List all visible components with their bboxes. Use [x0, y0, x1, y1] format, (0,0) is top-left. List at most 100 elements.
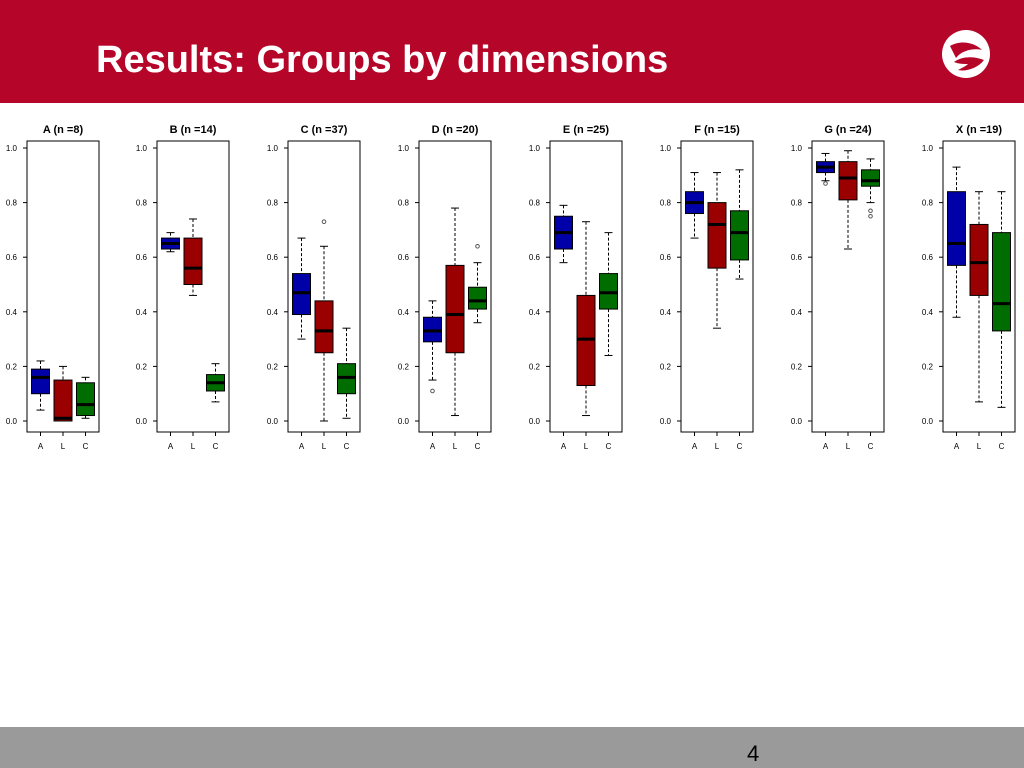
box-a	[947, 191, 966, 266]
y-tick-label: 0.0	[922, 417, 934, 426]
y-tick-label: 1.0	[529, 144, 541, 153]
box-l	[707, 202, 727, 269]
x-tick-label: C	[737, 442, 743, 451]
y-tick-label: 0.6	[791, 253, 803, 262]
y-tick-label: 0.8	[267, 199, 279, 208]
y-tick-label: 0.0	[136, 417, 148, 426]
y-tick-label: 0.2	[791, 362, 803, 371]
y-tick-label: 0.6	[922, 253, 934, 262]
x-tick-label: L	[191, 442, 196, 451]
outlier-point	[868, 208, 873, 214]
panel-title: X (n =19)	[956, 124, 1002, 136]
y-tick-label: 0.0	[398, 417, 410, 426]
logo-icon	[942, 30, 990, 78]
y-tick-label: 0.4	[660, 308, 672, 317]
box-c	[992, 232, 1011, 332]
y-tick-label: 0.2	[398, 362, 410, 371]
panel-title: B (n =14)	[170, 124, 217, 136]
y-tick-label: 1.0	[660, 144, 672, 153]
x-tick-label: C	[475, 442, 481, 451]
y-tick-label: 0.2	[6, 362, 18, 371]
y-tick-label: 1.0	[6, 144, 18, 153]
y-tick-label: 0.6	[267, 253, 279, 262]
y-tick-label: 0.8	[660, 199, 672, 208]
y-tick-label: 0.8	[529, 199, 541, 208]
x-tick-label: L	[453, 442, 458, 451]
y-tick-label: 0.4	[136, 308, 148, 317]
y-tick-label: 0.2	[529, 362, 541, 371]
y-tick-label: 1.0	[267, 144, 279, 153]
y-tick-label: 0.2	[267, 362, 279, 371]
y-tick-label: 0.6	[398, 253, 410, 262]
panel-title: C (n =37)	[301, 124, 348, 136]
box-l	[183, 237, 203, 285]
box-l	[314, 300, 334, 354]
y-tick-label: 0.8	[791, 199, 803, 208]
y-tick-label: 1.0	[136, 144, 148, 153]
y-tick-label: 0.0	[660, 417, 672, 426]
panel-title: D (n =20)	[432, 124, 479, 136]
y-tick-label: 0.0	[267, 417, 279, 426]
y-tick-label: 0.8	[922, 199, 934, 208]
x-tick-label: A	[954, 442, 960, 451]
y-tick-label: 0.0	[791, 417, 803, 426]
x-tick-label: L	[977, 442, 982, 451]
x-tick-label: L	[322, 442, 327, 451]
panel-title: E (n =25)	[563, 124, 609, 136]
outlier-point	[321, 219, 327, 225]
x-tick-label: L	[584, 442, 589, 451]
y-tick-label: 0.8	[136, 199, 148, 208]
y-tick-label: 0.2	[922, 362, 934, 371]
box-c	[730, 210, 749, 261]
outlier-point	[868, 213, 873, 219]
y-tick-label: 0.4	[6, 308, 18, 317]
y-tick-label: 0.2	[660, 362, 672, 371]
page-number: 4	[747, 741, 760, 766]
x-tick-label: C	[213, 442, 219, 451]
x-tick-label: A	[430, 442, 436, 451]
y-tick-label: 1.0	[791, 144, 803, 153]
panel-title: G (n =24)	[824, 124, 872, 136]
y-tick-label: 0.6	[6, 253, 18, 262]
x-tick-label: A	[168, 442, 174, 451]
x-tick-label: A	[299, 442, 305, 451]
y-tick-label: 0.6	[136, 253, 148, 262]
y-tick-label: 0.4	[922, 308, 934, 317]
y-tick-label: 0.4	[398, 308, 410, 317]
box-l	[838, 161, 858, 201]
x-tick-label: L	[846, 442, 851, 451]
y-tick-label: 0.6	[529, 253, 541, 262]
y-tick-label: 0.8	[398, 199, 410, 208]
outlier-point	[475, 243, 480, 249]
x-tick-label: C	[83, 442, 89, 451]
slide-header: Results: Groups by dimensions	[0, 0, 1024, 103]
outlier-point	[430, 388, 435, 394]
box-l	[53, 379, 73, 422]
slide-footer	[0, 727, 1024, 768]
y-tick-label: 0.8	[6, 199, 18, 208]
y-tick-label: 0.4	[529, 308, 541, 317]
box-c	[76, 382, 95, 417]
box-l	[969, 223, 989, 296]
box-l	[445, 264, 465, 354]
outlier-point	[823, 181, 828, 186]
panel-title: A (n =8)	[43, 124, 84, 136]
x-tick-label: C	[868, 442, 874, 451]
y-tick-label: 1.0	[922, 144, 934, 153]
y-tick-label: 0.6	[660, 253, 672, 262]
y-tick-label: 0.0	[6, 417, 18, 426]
x-tick-label: C	[606, 442, 612, 451]
x-tick-label: L	[61, 442, 66, 451]
box-a	[31, 368, 50, 395]
boxplot-panels: A (n =8) 0.0 0.2 0.4 0.6 0.8 1.0 A L C B (n =14) 0.…	[6, 124, 1016, 451]
x-tick-label: C	[999, 442, 1005, 451]
slide-title: Results: Groups by dimensions	[96, 39, 669, 81]
panel-title: F (n =15)	[694, 124, 740, 136]
x-tick-label: A	[823, 442, 829, 451]
box-c	[861, 169, 880, 187]
x-tick-label: C	[344, 442, 350, 451]
y-tick-label: 0.4	[791, 308, 803, 317]
x-tick-label: A	[38, 442, 44, 451]
y-tick-label: 1.0	[398, 144, 410, 153]
y-tick-label: 0.4	[267, 308, 279, 317]
